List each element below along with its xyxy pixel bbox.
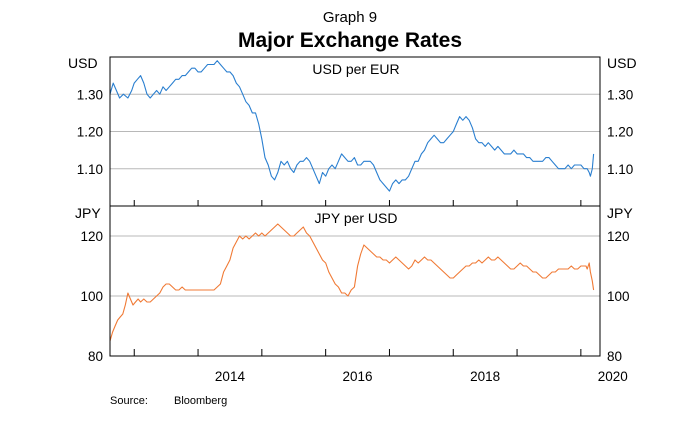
ytick-right-top-2: 1.30 xyxy=(607,87,633,102)
bottom-right-unit: JPY xyxy=(607,205,633,221)
xtick-label-2014: 2014 xyxy=(215,369,246,384)
top-left-unit: USD xyxy=(68,55,98,71)
ytick-left-top-0: 1.10 xyxy=(77,162,103,177)
ytick-right-top-1: 1.20 xyxy=(607,125,633,140)
xtick-label-2016: 2016 xyxy=(343,369,373,384)
bottom-panel-title: JPY per USD xyxy=(315,210,398,226)
bottom-left-unit: JPY xyxy=(75,205,101,221)
series-line-jpy-per-usd xyxy=(109,223,595,342)
ytick-right-bottom-0: 80 xyxy=(607,349,622,364)
graph-number: Graph 9 xyxy=(323,9,377,26)
ytick-right-bottom-2: 120 xyxy=(607,229,630,244)
top-right-unit: USD xyxy=(607,55,637,71)
ytick-left-bottom-1: 100 xyxy=(80,289,103,304)
series-line-usd-per-eur xyxy=(109,60,595,192)
xtick-label-2020: 2020 xyxy=(598,369,628,384)
top-panel-title: USD per EUR xyxy=(312,61,399,77)
ytick-left-bottom-0: 80 xyxy=(88,349,103,364)
xtick-label-2018: 2018 xyxy=(470,369,500,384)
source-name: Bloomberg xyxy=(174,395,227,407)
ytick-right-bottom-1: 100 xyxy=(607,289,630,304)
ytick-left-bottom-2: 120 xyxy=(80,229,103,244)
axis-ticks: 1.10 1.10 1.20 1.20 1.30 1.30 80 80 100 100 120 120… xyxy=(77,87,634,384)
gridlines xyxy=(110,93,600,297)
ytick-left-top-1: 1.20 xyxy=(77,125,103,140)
ytick-left-top-2: 1.30 xyxy=(77,87,103,102)
graph-title: Major Exchange Rates xyxy=(238,29,462,52)
bottom-panel-frame xyxy=(109,205,601,357)
ytick-right-top-0: 1.10 xyxy=(607,162,633,177)
source-label: Source: xyxy=(110,395,148,407)
